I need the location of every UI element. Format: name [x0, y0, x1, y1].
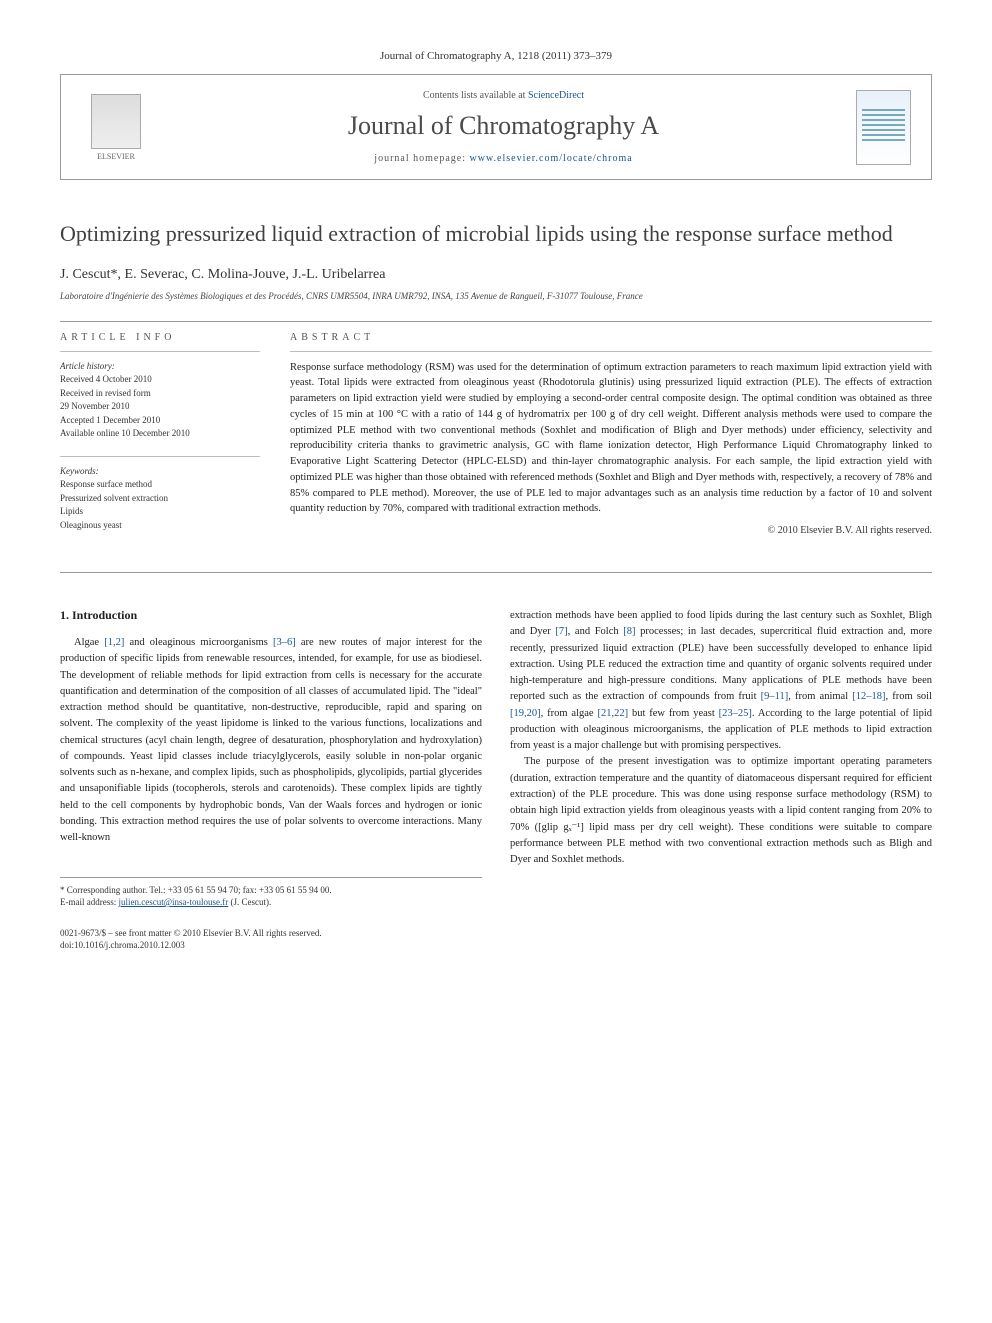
- abstract-divider: [290, 351, 932, 352]
- article-title: Optimizing pressurized liquid extraction…: [60, 220, 932, 249]
- journal-header-box: ELSEVIER Contents lists available at Sci…: [60, 74, 932, 180]
- ref-link[interactable]: [8]: [623, 626, 635, 637]
- history-line: Available online 10 December 2010: [60, 427, 260, 441]
- info-divider: [60, 456, 260, 457]
- journal-cover-thumbnail: [856, 90, 911, 165]
- abstract-column: ABSTRACT Response surface methodology (R…: [290, 332, 932, 548]
- divider: [60, 572, 932, 573]
- intro-paragraph-1: Algae [1,2] and oleaginous microorganism…: [60, 635, 482, 846]
- homepage-line: journal homepage: www.elsevier.com/locat…: [171, 153, 836, 164]
- elsevier-tree-icon: [91, 94, 141, 149]
- email-label: E-mail address:: [60, 897, 118, 907]
- keyword: Oleaginous yeast: [60, 519, 260, 533]
- ref-link[interactable]: [9–11]: [761, 691, 789, 702]
- ref-link[interactable]: [7]: [555, 626, 567, 637]
- authors-list: J. Cescut*, E. Severac, C. Molina-Jouve,…: [60, 267, 932, 283]
- history-label: Article history:: [60, 360, 260, 374]
- intro-paragraph-1-cont: extraction methods have been applied to …: [510, 608, 932, 868]
- history-line: Received in revised form: [60, 387, 260, 401]
- email-link[interactable]: julien.cescut@insa-toulouse.fr: [118, 897, 228, 907]
- right-column: extraction methods have been applied to …: [510, 608, 932, 909]
- abstract-copyright: © 2010 Elsevier B.V. All rights reserved…: [290, 525, 932, 536]
- history-line: Received 4 October 2010: [60, 373, 260, 387]
- keyword: Response surface method: [60, 478, 260, 492]
- ref-link[interactable]: [3–6]: [273, 637, 296, 648]
- divider: [60, 321, 932, 322]
- history-line: 29 November 2010: [60, 400, 260, 414]
- front-matter-line: 0021-9673/$ – see front matter © 2010 El…: [60, 927, 932, 940]
- text-span: , from animal: [788, 691, 852, 702]
- keywords-label: Keywords:: [60, 465, 260, 479]
- doi-line: doi:10.1016/j.chroma.2010.12.003: [60, 939, 932, 952]
- corr-author-contact: * Corresponding author. Tel.: +33 05 61 …: [60, 884, 482, 897]
- text-span: but few from yeast: [628, 708, 719, 719]
- text-span: , from soil: [886, 691, 932, 702]
- footer-legal: 0021-9673/$ – see front matter © 2010 El…: [60, 927, 932, 952]
- homepage-link[interactable]: www.elsevier.com/locate/chroma: [470, 153, 633, 164]
- text-span: , and Folch: [568, 626, 624, 637]
- text-span: , from algae: [541, 708, 598, 719]
- email-suffix: (J. Cescut).: [228, 897, 271, 907]
- ref-link[interactable]: [1,2]: [104, 637, 124, 648]
- abstract-heading: ABSTRACT: [290, 332, 932, 343]
- info-divider: [60, 351, 260, 352]
- corresponding-author-footnote: * Corresponding author. Tel.: +33 05 61 …: [60, 877, 482, 909]
- ref-link[interactable]: [19,20]: [510, 708, 541, 719]
- email-line: E-mail address: julien.cescut@insa-toulo…: [60, 896, 482, 909]
- sciencedirect-link[interactable]: ScienceDirect: [528, 90, 584, 101]
- article-history-block: Article history: Received 4 October 2010…: [60, 360, 260, 441]
- affiliation: Laboratoire d'Ingénierie des Systèmes Bi…: [60, 291, 932, 301]
- text-span: Algae: [74, 637, 104, 648]
- ref-link[interactable]: [23–25]: [719, 708, 752, 719]
- homepage-prefix: journal homepage:: [374, 153, 469, 164]
- keyword: Lipids: [60, 505, 260, 519]
- info-abstract-row: ARTICLE INFO Article history: Received 4…: [60, 332, 932, 548]
- article-info-column: ARTICLE INFO Article history: Received 4…: [60, 332, 260, 548]
- abstract-text: Response surface methodology (RSM) was u…: [290, 360, 932, 518]
- contents-prefix: Contents lists available at: [423, 90, 528, 101]
- journal-citation-header: Journal of Chromatography A, 1218 (2011)…: [60, 50, 932, 62]
- history-line: Accepted 1 December 2010: [60, 414, 260, 428]
- left-column: 1. Introduction Algae [1,2] and oleagino…: [60, 608, 482, 909]
- ref-link[interactable]: [21,22]: [597, 708, 628, 719]
- intro-paragraph-2: The purpose of the present investigation…: [510, 754, 932, 868]
- article-info-heading: ARTICLE INFO: [60, 332, 260, 343]
- contents-available-line: Contents lists available at ScienceDirec…: [171, 90, 836, 101]
- journal-name: Journal of Chromatography A: [171, 111, 836, 141]
- text-span: are new routes of major interest for the…: [60, 637, 482, 843]
- keyword: Pressurized solvent extraction: [60, 492, 260, 506]
- elsevier-label: ELSEVIER: [97, 152, 135, 161]
- header-center: Contents lists available at ScienceDirec…: [171, 90, 836, 164]
- body-two-column: 1. Introduction Algae [1,2] and oleagino…: [60, 608, 932, 909]
- section-1-heading: 1. Introduction: [60, 608, 482, 623]
- ref-link[interactable]: [12–18]: [852, 691, 885, 702]
- text-span: and oleaginous microorganisms: [124, 637, 273, 648]
- keywords-block: Keywords: Response surface method Pressu…: [60, 465, 260, 533]
- elsevier-logo: ELSEVIER: [81, 87, 151, 167]
